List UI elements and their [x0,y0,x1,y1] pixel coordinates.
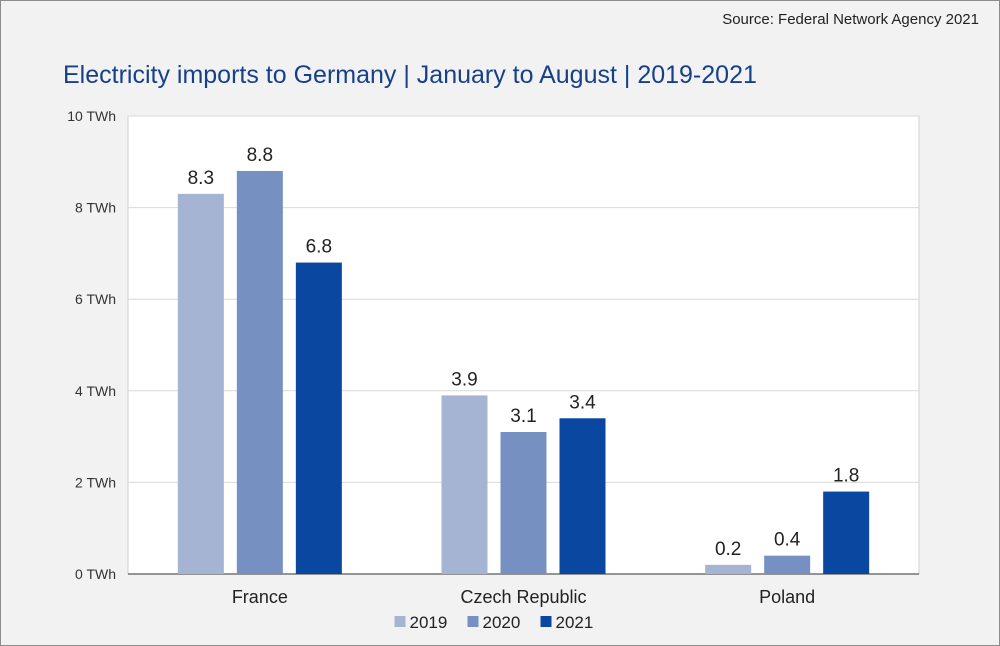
data-label: 0.4 [774,530,801,551]
bar [295,262,342,574]
legend-swatch [394,616,406,627]
y-tick-label: 0 TWh [75,566,116,582]
bar [236,170,283,574]
legend-label: 2019 [410,613,448,632]
y-tick-label: 10 TWh [67,108,116,124]
data-label: 1.8 [833,466,859,487]
legend-label: 2020 [483,613,521,632]
y-tick-label: 8 TWh [75,200,116,216]
y-tick-label: 2 TWh [75,474,116,490]
x-tick-label: Czech Republic [460,587,586,607]
y-tick-label: 4 TWh [75,383,116,399]
data-label: 6.8 [306,237,332,258]
chart-title: Electricity imports to Germany | January… [63,61,757,89]
bar [559,418,606,574]
x-tick-label: France [232,587,288,607]
bar [764,555,811,574]
data-label: 3.4 [569,392,596,413]
bar [441,395,488,574]
data-label: 0.2 [715,539,741,560]
legend-label: 2021 [556,613,594,632]
bar [500,432,547,574]
data-label: 3.9 [451,369,477,390]
data-label: 3.1 [510,406,536,427]
data-label: 8.8 [247,145,273,166]
bar [823,491,870,574]
bar [705,564,752,574]
data-label: 8.3 [188,168,214,189]
bar [177,193,224,575]
legend-swatch [540,616,552,627]
x-tick-label: Poland [759,587,815,607]
source-note: Source: Federal Network Agency 2021 [722,11,979,28]
y-tick-label: 6 TWh [75,291,116,307]
legend-swatch [467,616,479,627]
